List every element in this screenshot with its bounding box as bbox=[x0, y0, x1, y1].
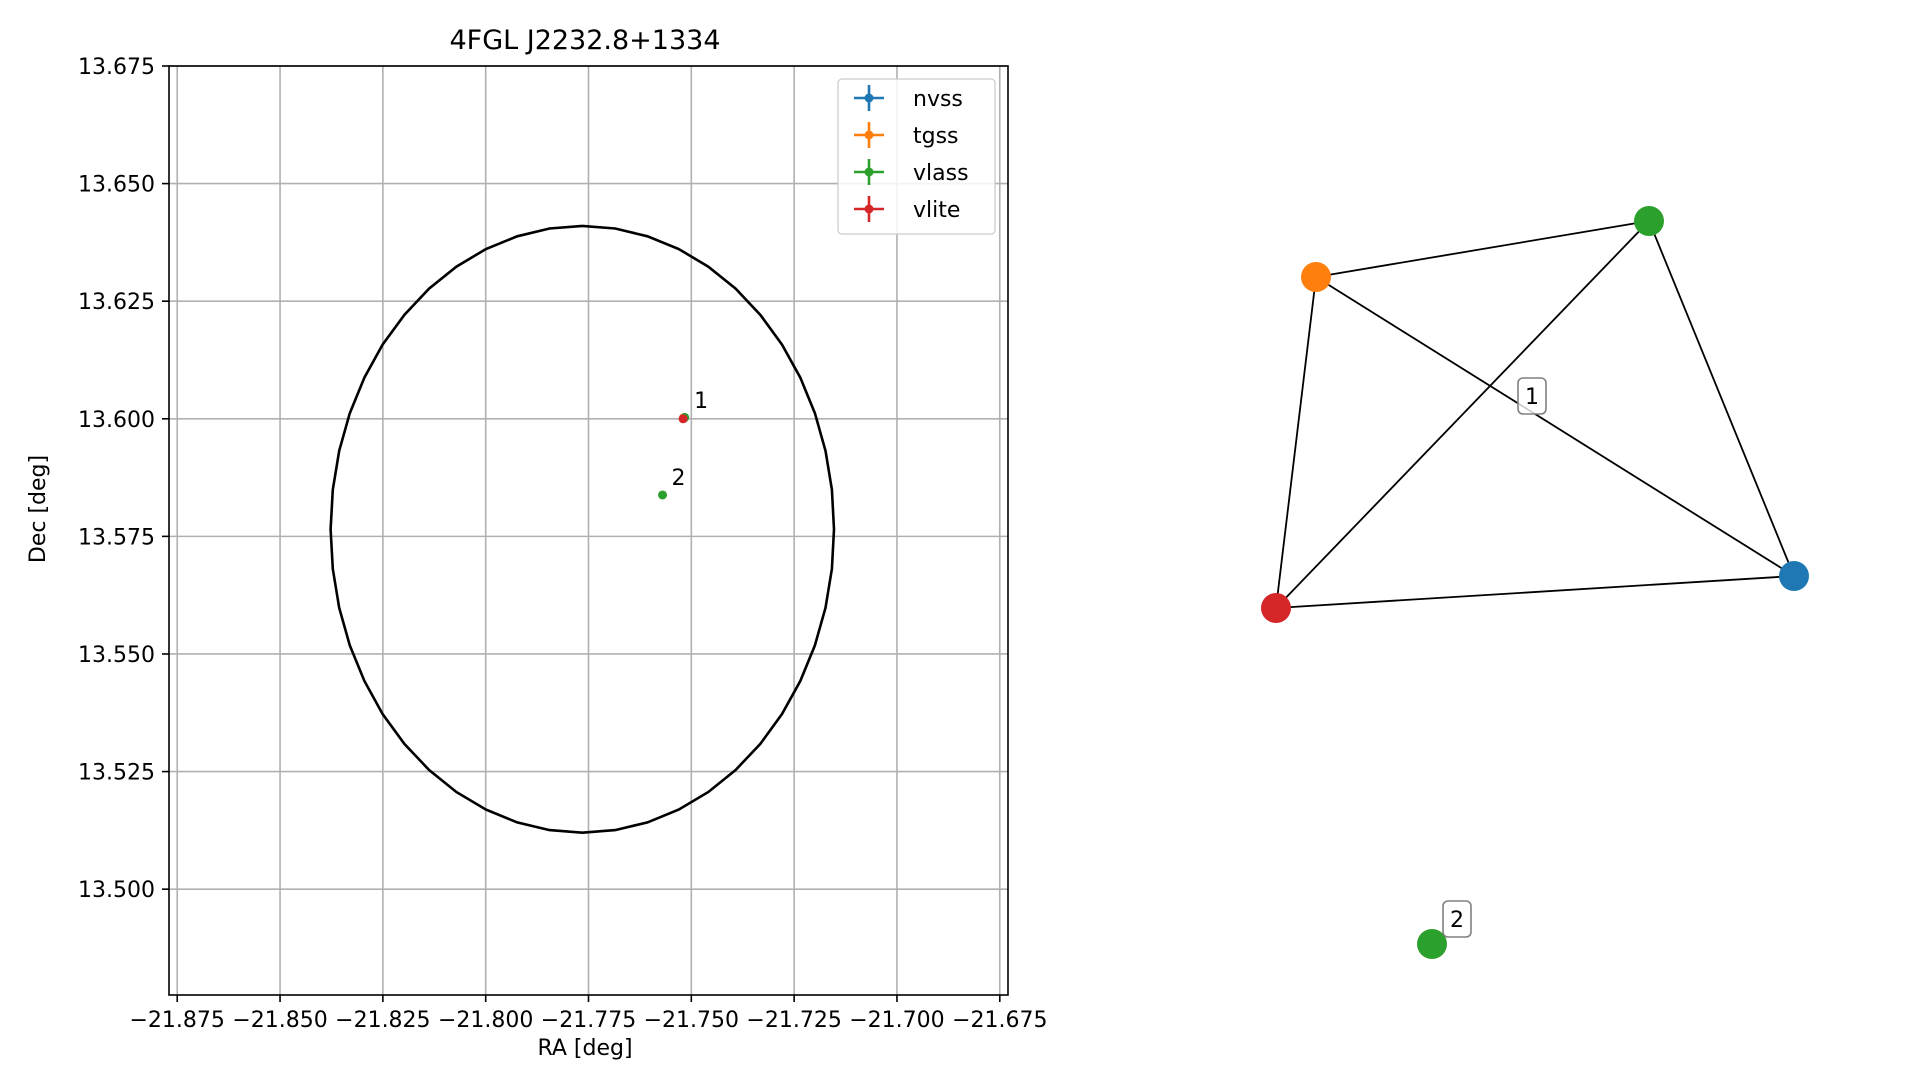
point-vlite bbox=[678, 414, 688, 424]
group-label-2: 2 bbox=[1450, 908, 1464, 933]
x-tick-label: −21.775 bbox=[541, 1008, 636, 1033]
y-tick-label: 13.575 bbox=[78, 525, 155, 550]
legend-dot-nvss bbox=[864, 93, 874, 103]
edge-tgss-vlite bbox=[1275, 276, 1317, 609]
x-axis-label: RA [deg] bbox=[537, 1036, 632, 1061]
x-tick-label: −21.875 bbox=[130, 1008, 225, 1033]
group-label-box bbox=[1442, 900, 1472, 938]
legend-label-tgss: tgss bbox=[913, 124, 959, 149]
x-tick-label: −21.675 bbox=[952, 1008, 1047, 1033]
chart-title: 4FGL J2232.8+1334 bbox=[449, 25, 720, 56]
match-network-graph: 12 bbox=[1261, 206, 1809, 959]
edge-tgss-nvss bbox=[1315, 276, 1795, 577]
y-tick-label: 13.625 bbox=[78, 290, 155, 315]
sky-scatter-plot: 12 −21.875 −21.850 −21.825 −21.800 −21.775 −2… bbox=[26, 25, 1047, 1061]
y-axis-label: Dec [deg] bbox=[26, 455, 51, 563]
group-labels: 12 bbox=[1442, 377, 1547, 938]
legend-dot-vlass bbox=[864, 167, 874, 177]
y-tick-label: 13.600 bbox=[78, 408, 155, 433]
edge-vlite-nvss bbox=[1275, 575, 1795, 609]
x-tick-label: −21.850 bbox=[232, 1008, 327, 1033]
point-annotation-2: 2 bbox=[672, 466, 686, 491]
edge-vlass-nvss bbox=[1648, 220, 1795, 577]
y-tick-label: 13.675 bbox=[78, 55, 155, 80]
point-vlass bbox=[658, 490, 668, 500]
data-points bbox=[658, 412, 690, 500]
uncertainty-ellipse bbox=[329, 224, 836, 835]
y-tick-label: 13.500 bbox=[78, 878, 155, 903]
x-tick-label: −21.700 bbox=[849, 1008, 944, 1033]
legend-dot-tgss bbox=[864, 130, 874, 140]
edge-tgss-vlass bbox=[1315, 220, 1650, 278]
point-annotation-1: 1 bbox=[694, 389, 708, 414]
y-axis-ticks: 13.675 13.650 13.625 13.600 13.575 13.550 13.5… bbox=[78, 55, 169, 903]
y-tick-label: 13.550 bbox=[78, 643, 155, 668]
node-vlite bbox=[1261, 593, 1291, 623]
node-vlass bbox=[1634, 206, 1664, 236]
group-label-box bbox=[1517, 377, 1547, 415]
edge-vlass-vlite bbox=[1275, 220, 1650, 609]
x-tick-label: −21.725 bbox=[746, 1008, 841, 1033]
legend-box bbox=[837, 78, 996, 235]
grid-lines bbox=[169, 65, 1008, 995]
legend-dot-vlite bbox=[864, 204, 874, 214]
y-tick-label: 13.525 bbox=[78, 761, 155, 786]
x-tick-label: −21.825 bbox=[335, 1008, 430, 1033]
node-tgss bbox=[1301, 262, 1331, 292]
legend-label-nvss: nvss bbox=[913, 87, 963, 112]
node-vlass-2 bbox=[1417, 929, 1447, 959]
x-tick-label: −21.800 bbox=[438, 1008, 533, 1033]
legend: nvss tgss vlass vlite bbox=[837, 78, 996, 235]
x-tick-label: −21.750 bbox=[644, 1008, 739, 1033]
legend-label-vlass: vlass bbox=[913, 161, 969, 186]
node-nvss bbox=[1779, 561, 1809, 591]
network-nodes bbox=[1261, 206, 1809, 959]
y-tick-label: 13.650 bbox=[78, 173, 155, 198]
group-label-1: 1 bbox=[1525, 385, 1539, 410]
point-annotations: 12 bbox=[672, 389, 709, 491]
legend-label-vlite: vlite bbox=[913, 198, 960, 223]
network-edges bbox=[1275, 220, 1795, 609]
x-axis-ticks: −21.875 −21.850 −21.825 −21.800 −21.775 −21.7… bbox=[130, 995, 1047, 1033]
